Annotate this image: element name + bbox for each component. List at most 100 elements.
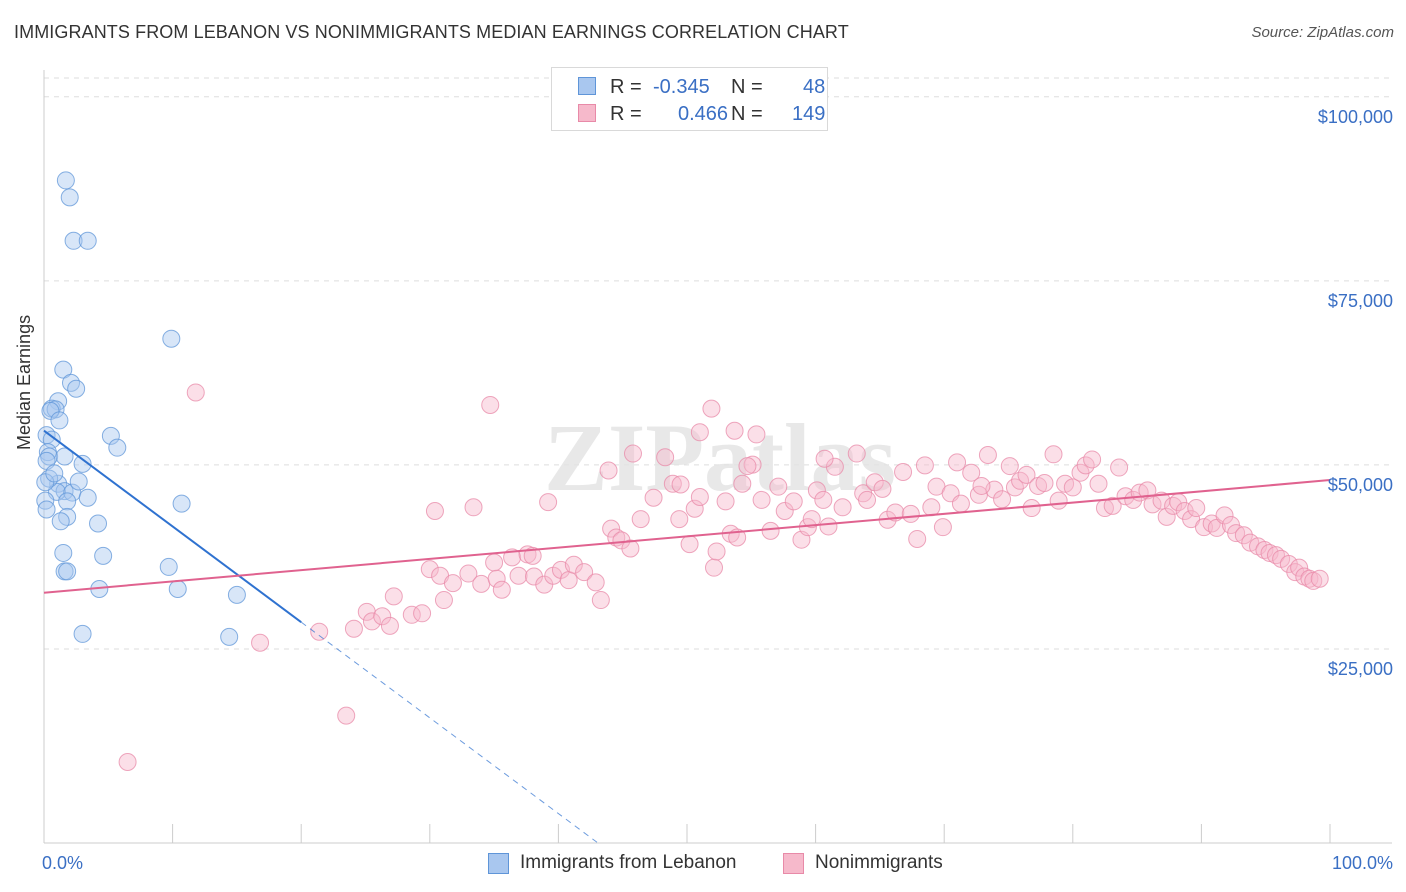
nonimmigrant-point [481,395,500,414]
y-tick-label: $75,000 [1328,291,1393,311]
nonimmigrant-point [472,574,491,593]
nonimmigrant-point [784,492,803,511]
nonimmigrant-point [564,555,583,574]
nonimmigrant-point [492,580,511,599]
x-tick-label-right: 100.0% [1332,853,1393,873]
nonimmigrant-point [464,498,483,517]
r-label: R = [610,103,642,125]
nonimmigrant-point [337,706,356,725]
n-value: 48 [803,76,826,98]
lebanon-swatch [578,77,596,95]
lebanon-point [69,472,88,491]
nonimmigrant-point [1157,507,1176,526]
r-value: 0.466 [678,103,729,125]
nonimmigrant-point [656,448,675,467]
chart-title: IMMIGRANTS FROM LEBANON VS NONIMMIGRANTS… [14,22,849,42]
nonimmigrant-point [1182,510,1201,529]
nonimmigrant-point [1049,491,1068,510]
lebanon-point [37,500,56,519]
source-text: Source: ZipAtlas.com [1251,24,1394,41]
nonimmigrant-point [413,604,432,623]
nonimmigrant-point [623,444,642,463]
nonimmigrant-point [865,473,884,492]
nonimmigrant-point [644,488,663,507]
nonimmigrant-point [1089,474,1108,493]
nonimmigrant-point [118,753,137,772]
nonimmigrant-point [443,574,462,593]
nonimmigrant-point [1255,540,1274,559]
nonimmigrant-point [621,539,640,558]
nonimmigrant-point [1110,458,1129,477]
lebanon-point [89,514,108,533]
nonimmigrant-point [761,521,780,540]
nonimmigrant-point [769,477,788,496]
lebanon-point [58,492,77,511]
nonimmigrant-point [747,425,766,444]
lebanon-point [101,426,120,445]
lebanon-point [51,512,70,531]
lebanon-point [56,171,75,190]
nonimmigrant-point [362,612,381,631]
nonimmigrant-point [373,607,392,626]
nonimmigrant-point [886,503,905,522]
axes [43,70,1392,844]
x-tick-label-left: 0.0% [42,853,83,873]
trend-lines [43,429,1331,843]
lebanon-point [67,379,86,398]
nonimmigrant-point [948,453,967,472]
lebanon-point [41,401,60,420]
nonimmigrant-point [575,563,594,582]
lebanon-point [54,543,73,562]
nonimmigrant-point [933,518,952,537]
nonimmigrant-point [1234,526,1253,545]
nonimmigrant-point [1044,445,1063,464]
lebanon-point [94,546,113,565]
nonimmigrant-point [1290,558,1309,577]
nonimmigrant-point [420,560,439,579]
lebanon-point [58,562,77,581]
nonimmigrant-point [685,499,704,518]
nonimmigrant-point [775,501,794,520]
nonimmigrant-point [1187,499,1206,518]
nonimmigrant-point [310,622,329,641]
nonimmigrant-point [707,542,726,561]
data-points [36,171,1329,772]
lebanon-point [78,231,97,250]
nonimmigrant-point [680,535,699,554]
lebanon-point [55,482,74,501]
lebanon-swatch [488,853,509,874]
nonimmigrant-point [434,591,453,610]
lebanon-point [55,447,74,466]
nonimmigrant-point [539,493,558,512]
nonimmigrant-point [487,569,506,588]
lebanon-point [162,329,181,348]
nonimmigrant-point [962,463,981,482]
nonimmigrant-point [1215,506,1234,525]
nonimmigrant-point [922,498,941,517]
lebanon-point [73,454,92,473]
nonimmigrant-point [951,494,970,513]
nonimmigrant-point [815,449,834,468]
lebanon-point [159,557,178,576]
nonimmigrant-point [738,457,757,476]
lebanon-trend-extension [300,621,598,843]
nonimmigrant-point [1017,465,1036,484]
lebanon-point [108,438,127,457]
r-value: -0.345 [653,76,710,98]
nonimmigrant-point [380,616,399,635]
nonimmigrant-point [1083,450,1102,469]
nonimmigrant-point [631,510,650,529]
nonimmigrant-point [833,498,852,517]
nonimmigrant-point [690,487,709,506]
nonimmigrant-point [671,475,690,494]
legend-label: Immigrants from Lebanon [520,852,737,873]
nonimmigrant-point [807,481,826,500]
nonimmigrant-point [509,566,528,585]
nonimmigrant-point [1035,474,1054,493]
lebanon-point [172,494,191,513]
lebanon-point [78,488,97,507]
nonimmigrant-point [690,423,709,442]
n-label: N = [731,76,763,98]
nonimmigrant-point [523,546,542,565]
nonimmigrant-point [752,490,771,509]
